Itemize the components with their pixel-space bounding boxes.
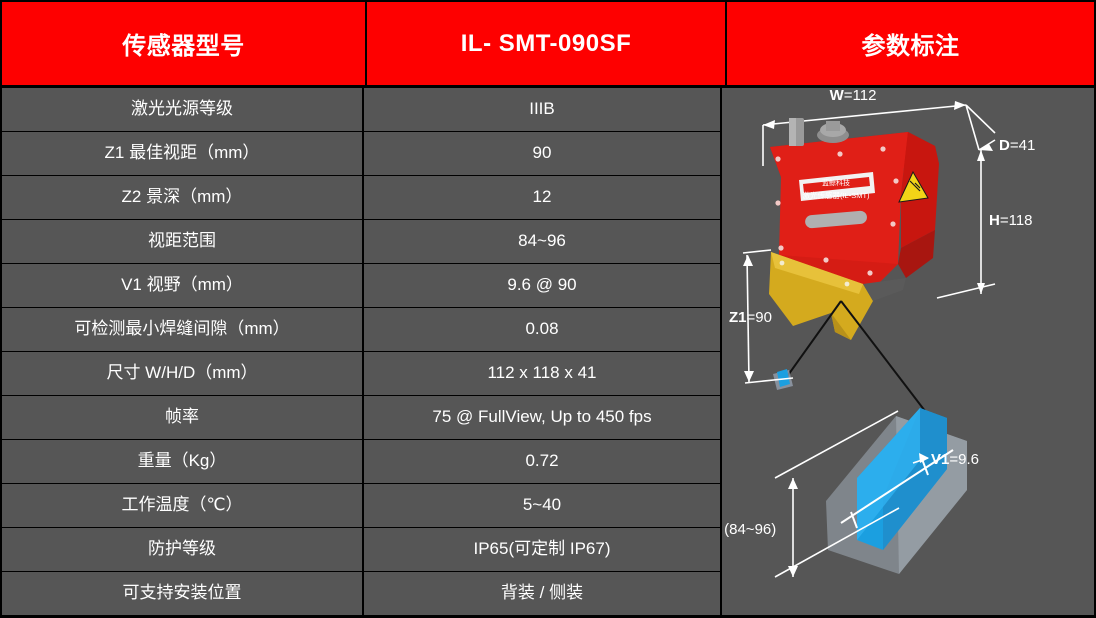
dimension-h <box>936 150 996 299</box>
header-cell-model-value: IL- SMT-090SF <box>367 2 725 85</box>
table-row: IIIB <box>364 88 720 131</box>
table-row: 75 @ FullView, Up to 450 fps <box>364 396 720 439</box>
table-header-row: 传感器型号 IL- SMT-090SF 参数标注 <box>0 0 1096 88</box>
table-row: Z2 景深（mm） <box>2 176 362 219</box>
dimension-z2 <box>774 410 900 578</box>
table-row: 9.6 @ 90 <box>364 264 720 307</box>
table-row: 激光光源等级 <box>2 88 362 131</box>
parameter-diagram-panel: W=112 D=41 <box>722 88 1094 615</box>
parameter-value-column: IIIB 90 12 84~96 9.6 @ 90 0.08 112 x 118… <box>363 88 721 618</box>
table-row: 84~96 <box>364 220 720 263</box>
laser-beam <box>780 300 939 429</box>
laser-spot <box>773 369 793 390</box>
dimension-d <box>965 104 996 151</box>
dimension-z1-label: Z1=90 <box>729 309 772 326</box>
sensor-product-label: 蓝鲸科技 激光传感器(IL-SMT) <box>799 172 875 201</box>
dimension-v1 <box>912 453 929 464</box>
sensor-label-model: 激光传感器(IL-SMT) <box>802 190 870 200</box>
dimension-d-label: D=41 <box>999 137 1035 154</box>
dimension-z2-label: Z2=12 (84~96) <box>722 521 776 538</box>
table-row: 帧率 <box>2 396 362 439</box>
sensor-bracket <box>769 252 873 340</box>
dimension-z1 <box>742 249 794 384</box>
table-row: 可支持安装位置 <box>2 572 362 615</box>
table-row: 工作温度（℃） <box>2 484 362 527</box>
table-row: 112 x 118 x 41 <box>364 352 720 395</box>
table-row: 90 <box>364 132 720 175</box>
table-row: 背装 / 侧装 <box>364 572 720 615</box>
sensor-dimension-diagram: W=112 D=41 <box>722 88 1035 578</box>
sensor-label-brand: 蓝鲸科技 <box>822 178 850 187</box>
table-row: IP65(可定制 IP67) <box>364 528 720 571</box>
table-row: 可检测最小焊缝间隙（mm） <box>2 308 362 351</box>
dimension-w-label: W=112 <box>830 88 877 104</box>
laser-warning-icon <box>898 170 929 203</box>
dimension-v1-label: V1=9.6 <box>931 451 979 468</box>
dimension-h-label: H=118 <box>989 212 1033 229</box>
header-cell-model-name: 传感器型号 <box>2 2 365 85</box>
bracket-shadow <box>863 278 906 301</box>
sensor-body: 蓝鲸科技 激光传感器(IL-SMT) <box>770 118 939 287</box>
table-row: 尺寸 W/H/D（mm） <box>2 352 362 395</box>
table-row: 重量（Kg） <box>2 440 362 483</box>
header-cell-parameter-diagram: 参数标注 <box>727 2 1094 85</box>
table-row: 0.08 <box>364 308 720 351</box>
table-row: Z1 最佳视距（mm） <box>2 132 362 175</box>
table-row: 防护等级 <box>2 528 362 571</box>
parameter-label-column: 激光光源等级 Z1 最佳视距（mm） Z2 景深（mm） 视距范围 V1 视野（… <box>0 88 363 618</box>
table-row: V1 视野（mm） <box>2 264 362 307</box>
table-row: 0.72 <box>364 440 720 483</box>
table-body: 激光光源等级 Z1 最佳视距（mm） Z2 景深（mm） 视距范围 V1 视野（… <box>0 88 1096 618</box>
measurement-volume-fov <box>857 408 947 550</box>
table-row: 12 <box>364 176 720 219</box>
table-row: 视距范围 <box>2 220 362 263</box>
table-row: 5~40 <box>364 484 720 527</box>
fov-axis <box>840 449 954 529</box>
